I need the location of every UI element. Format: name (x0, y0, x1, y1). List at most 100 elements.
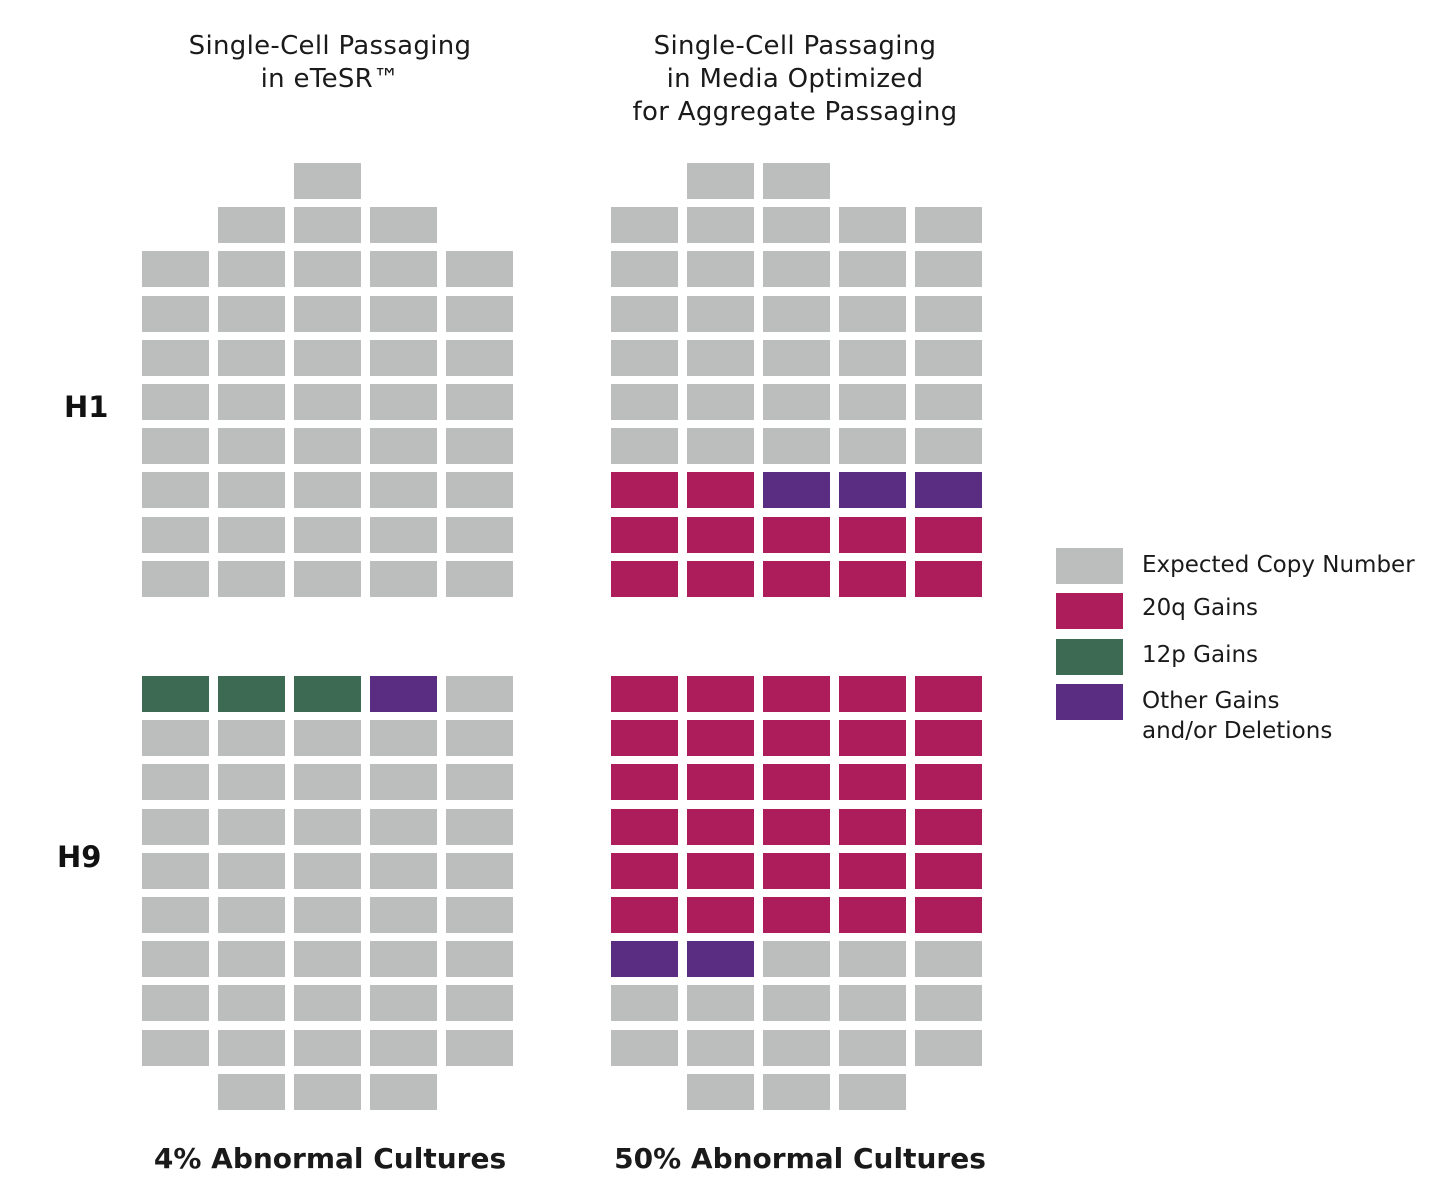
legend-label: 12p Gains (1142, 642, 1259, 668)
waffle-cell (294, 384, 361, 420)
column-title-left: Single-Cell Passaging in eTeSR™ (120, 30, 540, 96)
waffle-cell (294, 340, 361, 376)
waffle-cell (142, 384, 209, 420)
waffle-cell (142, 941, 209, 977)
waffle-cell (687, 428, 754, 464)
waffle-cell (294, 296, 361, 332)
waffle-cell (839, 985, 906, 1021)
column-title-right-line: Single-Cell Passaging (653, 31, 937, 61)
waffle-cell (839, 720, 906, 756)
waffle-cell (687, 853, 754, 889)
waffle-cell (687, 251, 754, 287)
waffle-cell (370, 985, 437, 1021)
waffle-cell (370, 897, 437, 933)
legend-swatch (1056, 639, 1123, 675)
waffle-cell (611, 561, 678, 597)
waffle-cell (370, 296, 437, 332)
waffle-cell (839, 428, 906, 464)
summary-right: 50% Abnormal Cultures (614, 1142, 986, 1175)
waffle-cell (142, 764, 209, 800)
waffle-cell (294, 428, 361, 464)
waffle-cell (370, 472, 437, 508)
waffle-cell (142, 561, 209, 597)
waffle-cell (446, 472, 513, 508)
waffle-cell (218, 1074, 285, 1110)
waffle-cell (446, 561, 513, 597)
legend-label: and/or Deletions (1142, 718, 1333, 744)
waffle-cell (446, 517, 513, 553)
waffle-cell (687, 941, 754, 977)
waffle-cell (763, 720, 830, 756)
waffle-cell (370, 428, 437, 464)
waffle-cell (839, 296, 906, 332)
waffle-cell (687, 472, 754, 508)
waffle-cell (611, 1030, 678, 1066)
waffle-cell (915, 296, 982, 332)
waffle-cell (294, 941, 361, 977)
waffle-cell (446, 809, 513, 845)
waffle-cell (142, 1030, 209, 1066)
waffle-cell (446, 384, 513, 420)
waffle-cell (218, 561, 285, 597)
waffle-cell (915, 251, 982, 287)
waffle-cell (763, 676, 830, 712)
waffle-cell (611, 897, 678, 933)
waffle-cell (915, 809, 982, 845)
column-title-right: Single-Cell Passaging in Media Optimized… (570, 30, 1020, 129)
column-title-right-line: for Aggregate Passaging (632, 97, 958, 127)
waffle-cell (915, 561, 982, 597)
waffle-cell (370, 251, 437, 287)
waffle-cell (294, 720, 361, 756)
waffle-cell (915, 472, 982, 508)
waffle-cell (687, 1074, 754, 1110)
waffle-cell (763, 517, 830, 553)
waffle-cell (218, 428, 285, 464)
waffle-cell (446, 985, 513, 1021)
waffle-cell (763, 561, 830, 597)
waffle-cell (294, 1030, 361, 1066)
waffle-cell (611, 428, 678, 464)
waffle-cell (687, 207, 754, 243)
waffle-cell (839, 207, 906, 243)
waffle-cell (218, 720, 285, 756)
waffle-cell (839, 1074, 906, 1110)
waffle-cell (611, 384, 678, 420)
waffle-cell (218, 897, 285, 933)
waffle-cell (611, 296, 678, 332)
waffle-cell (446, 428, 513, 464)
waffle-cell (687, 985, 754, 1021)
waffle-cell (446, 1030, 513, 1066)
row-label-h1: H1 (64, 390, 109, 424)
waffle-cell (446, 764, 513, 800)
waffle-cell (142, 472, 209, 508)
waffle-cell (218, 472, 285, 508)
waffle-cell (218, 340, 285, 376)
waffle-cell (611, 764, 678, 800)
waffle-cell (142, 720, 209, 756)
waffle-cell (687, 296, 754, 332)
waffle-cell (687, 1030, 754, 1066)
waffle-cell (839, 561, 906, 597)
waffle-cell (446, 340, 513, 376)
waffle-cell (611, 720, 678, 756)
legend-swatch (1056, 684, 1123, 720)
waffle-cell (763, 296, 830, 332)
waffle-cell (294, 676, 361, 712)
waffle-cell (611, 985, 678, 1021)
waffle-cell (294, 561, 361, 597)
waffle-cell (839, 1030, 906, 1066)
waffle-cell (218, 251, 285, 287)
waffle-cell (294, 1074, 361, 1110)
waffle-cell (446, 296, 513, 332)
legend-label: 20q Gains (1142, 595, 1259, 621)
waffle-cell (611, 517, 678, 553)
waffle-cell (763, 1030, 830, 1066)
waffle-cell (218, 296, 285, 332)
waffle-cell (218, 207, 285, 243)
waffle-cell (839, 764, 906, 800)
waffle-cell (370, 517, 437, 553)
waffle-cell (763, 207, 830, 243)
waffle-cell (370, 720, 437, 756)
waffle-cell (763, 764, 830, 800)
